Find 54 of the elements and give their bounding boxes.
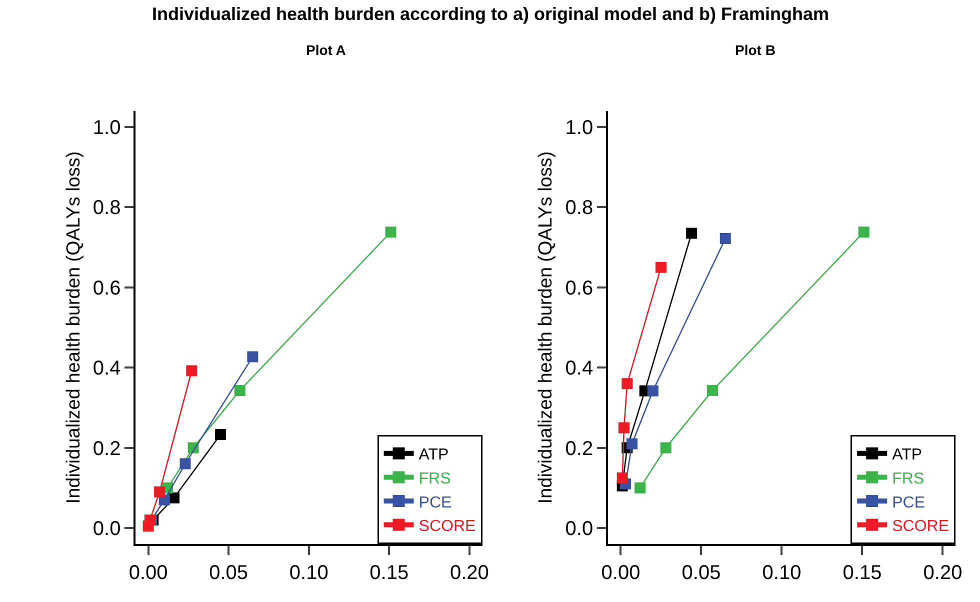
x-tick-label: 0.00	[601, 562, 640, 584]
y-tick-label: 0.8	[565, 197, 594, 220]
x-tick-label: 0.20	[450, 562, 489, 584]
legend-label: PCE	[892, 494, 926, 512]
x-tick-label: 0.05	[682, 562, 721, 584]
legend-label: FRS	[418, 470, 451, 488]
point	[707, 384, 718, 396]
point	[858, 226, 870, 238]
point	[686, 228, 698, 239]
y-tick-label: 0.0	[92, 518, 121, 540]
y-axis-title: Individualized health burden (QALYs loss)	[63, 151, 84, 504]
point	[720, 232, 731, 244]
y-tick-label: 0.2	[565, 438, 594, 460]
legend-label: ATP	[418, 446, 449, 464]
y-tick-label: 1.0	[92, 117, 121, 140]
chart-title: Individualized health burden according to a) original model and b) Framingham	[152, 4, 830, 24]
point	[186, 365, 198, 376]
point	[385, 226, 396, 238]
point	[234, 384, 246, 396]
point	[655, 262, 666, 273]
point	[247, 351, 258, 362]
y-tick-label: 0.2	[92, 438, 121, 460]
x-tick-label: 0.15	[842, 562, 882, 584]
point	[626, 438, 638, 450]
legend-label: ATP	[892, 446, 922, 464]
point	[660, 442, 672, 454]
chart-subtitle: Plot B	[735, 42, 776, 58]
y-axis-title: Individualized health burden (QALYs loss)	[536, 151, 557, 504]
x-tick-label: 0.10	[762, 562, 802, 584]
legend-label: SCORE	[418, 518, 476, 536]
point	[616, 472, 628, 484]
y-tick-label: 0.6	[565, 277, 594, 300]
legend-label: PCE	[418, 494, 452, 512]
point	[180, 458, 191, 470]
y-tick-label: 0.4	[92, 358, 121, 380]
y-tick-label: 1.0	[565, 117, 594, 140]
point	[215, 429, 226, 440]
y-tick-label: 0.4	[565, 358, 594, 380]
y-tick-label: 0.6	[92, 277, 121, 300]
y-tick-label: 0.0	[565, 518, 594, 540]
point	[618, 422, 630, 434]
x-tick-label: 0.05	[209, 562, 248, 584]
y-tick-label: 0.8	[92, 197, 121, 220]
legend-label: FRS	[892, 470, 924, 488]
x-tick-label: 0.20	[923, 562, 962, 584]
chart-subtitle: Plot A	[306, 42, 346, 58]
point	[634, 482, 646, 494]
point	[154, 486, 166, 498]
legend-label: SCORE	[892, 518, 950, 536]
point	[647, 385, 658, 396]
x-tick-label: 0.10	[289, 562, 328, 584]
x-tick-label: 0.00	[128, 562, 168, 584]
x-tick-label: 0.15	[370, 562, 409, 584]
point	[622, 378, 633, 390]
